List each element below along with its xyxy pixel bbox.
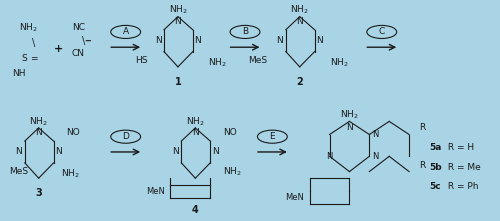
Text: B: B — [242, 27, 248, 36]
Text: NH$_2$: NH$_2$ — [290, 4, 309, 16]
Text: N: N — [372, 130, 379, 139]
Text: 2: 2 — [296, 77, 303, 87]
Text: D: D — [122, 132, 129, 141]
Text: NH$_2$: NH$_2$ — [30, 115, 48, 128]
Text: N: N — [16, 147, 22, 156]
Text: 3: 3 — [36, 189, 42, 198]
Text: 5c: 5c — [429, 182, 440, 191]
Text: NH$_2$: NH$_2$ — [208, 56, 227, 69]
Text: NH$_2$: NH$_2$ — [20, 21, 38, 34]
Text: 5a: 5a — [429, 143, 442, 152]
Text: \: \ — [82, 36, 85, 46]
Text: MeN: MeN — [146, 187, 165, 196]
Text: NH$_2$: NH$_2$ — [340, 109, 359, 121]
Text: +: + — [54, 44, 63, 54]
Text: N: N — [172, 147, 179, 156]
Text: \: \ — [32, 38, 35, 48]
Text: N: N — [174, 17, 182, 26]
Text: N: N — [192, 128, 198, 137]
Text: 1: 1 — [174, 77, 182, 87]
Text: N: N — [194, 36, 201, 45]
Text: E: E — [270, 132, 275, 141]
Text: NH$_2$: NH$_2$ — [222, 165, 242, 178]
Text: N: N — [276, 36, 283, 45]
Text: NH$_2$: NH$_2$ — [330, 56, 348, 69]
Text: N: N — [36, 128, 42, 137]
Text: R: R — [419, 124, 426, 132]
Text: R = Ph: R = Ph — [446, 182, 479, 191]
Text: R = Me: R = Me — [446, 163, 481, 172]
Text: N: N — [372, 152, 379, 161]
Text: 5b: 5b — [429, 163, 442, 172]
Text: NO: NO — [66, 128, 80, 137]
Text: HS: HS — [136, 56, 148, 65]
Text: N: N — [346, 124, 353, 132]
Text: =: = — [30, 54, 38, 63]
Text: N: N — [154, 36, 162, 45]
Text: N: N — [296, 17, 303, 26]
Text: N: N — [55, 147, 62, 156]
Text: N: N — [316, 36, 323, 45]
Text: C: C — [378, 27, 385, 36]
Text: R = H: R = H — [446, 143, 474, 152]
Text: NH$_2$: NH$_2$ — [61, 168, 80, 180]
Text: NO: NO — [222, 128, 236, 137]
Text: N: N — [212, 147, 218, 156]
Text: 4: 4 — [192, 205, 198, 215]
Text: R: R — [419, 160, 426, 170]
Text: MeN: MeN — [286, 193, 304, 202]
Text: S: S — [21, 54, 26, 63]
Text: MeS: MeS — [248, 56, 268, 65]
Text: NH: NH — [12, 69, 26, 78]
Text: CN: CN — [72, 49, 85, 58]
Text: MeS: MeS — [9, 167, 28, 176]
Text: NC: NC — [72, 23, 85, 32]
Text: NH$_2$: NH$_2$ — [168, 4, 187, 16]
Text: A: A — [122, 27, 129, 36]
Text: NH$_2$: NH$_2$ — [186, 115, 204, 128]
Text: N: N — [326, 152, 332, 161]
